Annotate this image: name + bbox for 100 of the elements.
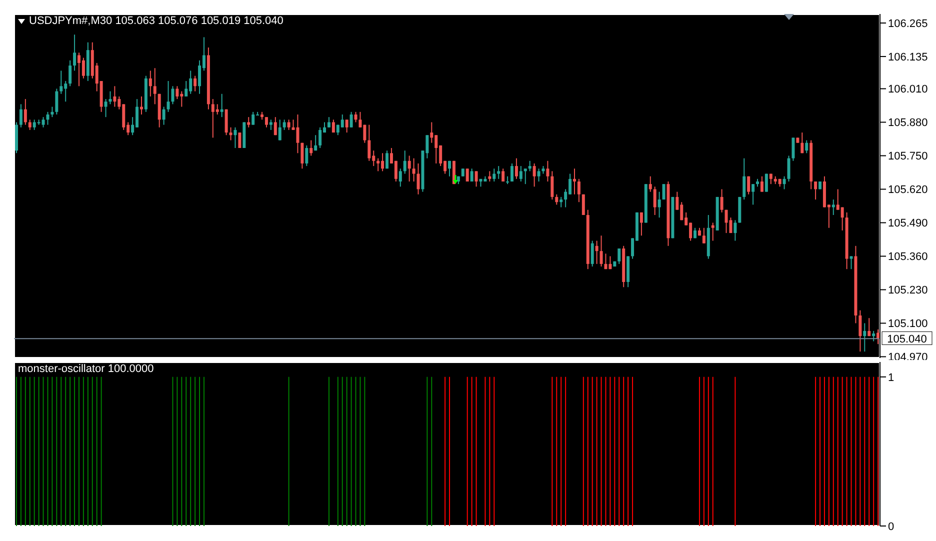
y-tick-label: 105.880 bbox=[888, 117, 928, 130]
candlestick bbox=[166, 80, 170, 112]
candlestick bbox=[345, 119, 348, 134]
candlestick bbox=[492, 168, 496, 182]
y-tick-label: 105.490 bbox=[888, 218, 928, 230]
candlestick bbox=[466, 168, 469, 182]
candlestick bbox=[832, 199, 835, 216]
candlestick bbox=[488, 170, 492, 182]
candlestick bbox=[354, 111, 358, 123]
candlestick bbox=[653, 186, 656, 216]
candlestick bbox=[537, 168, 540, 182]
candlestick bbox=[577, 178, 580, 203]
candlestick bbox=[590, 240, 594, 268]
candlestick bbox=[448, 160, 451, 177]
candlestick bbox=[711, 222, 714, 242]
candlestick bbox=[764, 173, 768, 192]
y-tick-label: 106.010 bbox=[888, 84, 928, 96]
candlestick bbox=[55, 88, 58, 115]
candlestick bbox=[398, 168, 402, 188]
candlestick bbox=[734, 220, 737, 242]
candlestick bbox=[287, 119, 290, 130]
candlestick bbox=[840, 206, 844, 231]
candlestick bbox=[792, 137, 795, 162]
candlestick bbox=[640, 212, 643, 236]
candlestick bbox=[760, 176, 764, 192]
candlestick bbox=[296, 114, 300, 154]
y-tick-label: 105.750 bbox=[888, 150, 928, 163]
candlestick bbox=[582, 194, 585, 216]
candlestick bbox=[618, 248, 621, 264]
candlestick bbox=[800, 132, 804, 154]
candlestick bbox=[872, 330, 876, 342]
candlestick bbox=[550, 170, 554, 200]
candlestick bbox=[269, 119, 272, 130]
y-tick-label: 105.230 bbox=[888, 284, 928, 297]
candlestick bbox=[368, 124, 371, 162]
candlestick bbox=[752, 184, 755, 206]
candlestick bbox=[224, 108, 228, 136]
candlestick bbox=[376, 158, 380, 172]
candlestick bbox=[153, 68, 156, 105]
y-tick-label: 105.360 bbox=[888, 251, 928, 264]
candlestick bbox=[171, 86, 174, 105]
candlestick bbox=[658, 191, 661, 218]
candlestick bbox=[184, 80, 188, 97]
candlestick bbox=[264, 116, 268, 128]
candlestick bbox=[474, 170, 478, 188]
candlestick bbox=[274, 116, 277, 136]
y-tick-label: 105.620 bbox=[888, 184, 928, 196]
chart-title: USDJPYm#,M30 105.063 105.076 105.019 105.040 bbox=[29, 15, 284, 27]
candlestick bbox=[555, 194, 558, 206]
candlestick bbox=[742, 158, 746, 200]
candlestick bbox=[470, 168, 474, 182]
y-tick-label: 0 bbox=[888, 520, 894, 533]
candlestick bbox=[229, 126, 232, 141]
candlestick bbox=[850, 256, 853, 270]
candlestick bbox=[82, 57, 85, 79]
candlestick bbox=[238, 132, 242, 148]
candlestick bbox=[332, 119, 335, 134]
chart-title: monster-oscillator 100.0000 bbox=[18, 363, 154, 375]
candlestick bbox=[648, 176, 652, 192]
candlestick bbox=[350, 111, 353, 128]
y-tick-label: 105.100 bbox=[888, 318, 928, 330]
candlestick bbox=[408, 155, 411, 182]
candlestick bbox=[560, 196, 563, 208]
candlestick bbox=[528, 160, 532, 172]
candlestick bbox=[310, 140, 313, 156]
candlestick bbox=[858, 310, 862, 352]
candlestick bbox=[234, 126, 237, 148]
candlestick bbox=[876, 328, 880, 345]
candlestick bbox=[220, 93, 224, 118]
candlestick bbox=[278, 119, 282, 141]
candlestick bbox=[724, 209, 728, 234]
candlestick bbox=[19, 104, 22, 128]
candlestick bbox=[176, 86, 179, 100]
y-tick-label: 106.135 bbox=[888, 51, 928, 64]
candlestick bbox=[194, 75, 197, 92]
ref-line-label: 105.040 bbox=[887, 334, 927, 346]
candlestick bbox=[497, 166, 500, 180]
candlestick bbox=[73, 34, 76, 72]
candlestick bbox=[863, 322, 866, 352]
candlestick bbox=[28, 119, 32, 130]
candlestick bbox=[519, 166, 522, 182]
candlestick bbox=[247, 116, 250, 128]
candlestick bbox=[386, 150, 389, 170]
candlestick bbox=[282, 119, 286, 130]
candlestick bbox=[216, 104, 219, 115]
candlestick bbox=[572, 168, 576, 195]
candlestick bbox=[46, 111, 50, 126]
candlestick bbox=[814, 180, 818, 200]
candlestick bbox=[252, 111, 255, 126]
candlestick bbox=[720, 188, 724, 213]
candlestick bbox=[747, 176, 750, 195]
candlestick bbox=[113, 86, 116, 108]
candlestick bbox=[416, 162, 420, 195]
candlestick bbox=[300, 142, 304, 170]
candlestick bbox=[514, 158, 518, 180]
candlestick bbox=[327, 116, 330, 128]
candlestick bbox=[60, 70, 63, 94]
candlestick bbox=[532, 162, 536, 188]
candlestick bbox=[50, 106, 54, 118]
candlestick bbox=[782, 176, 786, 190]
